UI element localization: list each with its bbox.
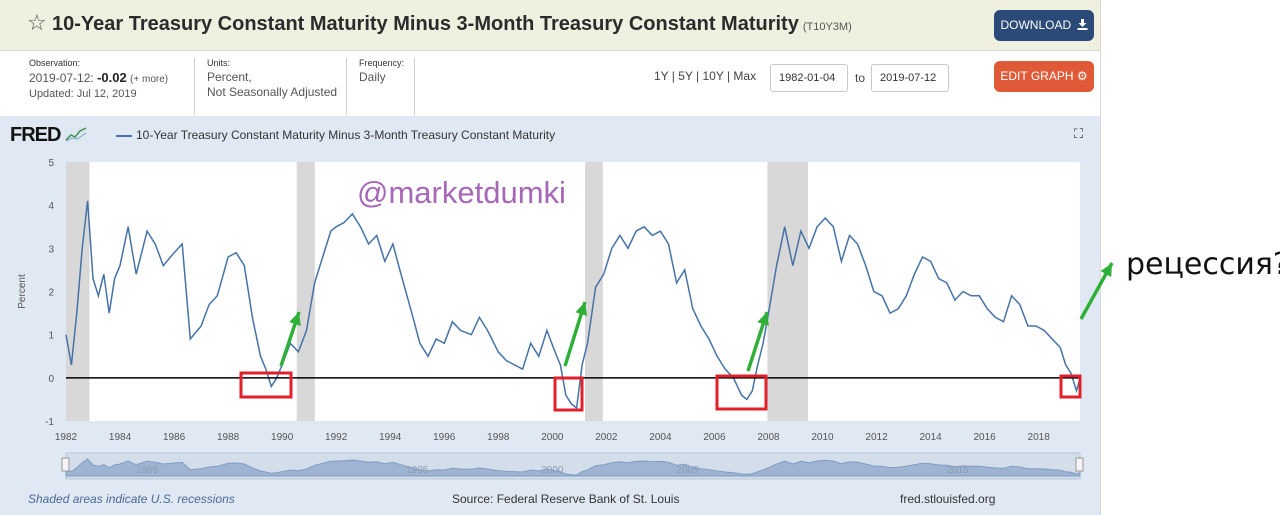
line-chart: -1 0 1 2 3 4 5 1982 1984 1986 1988 1990 1992 1994 1996… — [17, 158, 1084, 480]
fred-logo-text: FRED — [10, 124, 61, 146]
frequency-label: Frequency: — [359, 58, 405, 68]
meta-divider — [414, 58, 415, 115]
inversion-highlight-box — [1059, 374, 1082, 399]
frequency-block: Frequency: Daily — [359, 58, 404, 85]
x-tick-label: 1992 — [325, 432, 348, 443]
start-date-input[interactable] — [770, 64, 848, 92]
units-block: Units: Percent, Not Seasonally Adjusted — [207, 58, 337, 100]
y-tick-label: 5 — [48, 158, 54, 169]
observation-value: -0.02 — [97, 70, 127, 85]
watermark-text: @marketdumki — [357, 175, 566, 210]
navigator-handle-right[interactable] — [1075, 457, 1084, 472]
y-tick-label: 3 — [48, 244, 54, 255]
annotation-arrow-line-head — [1100, 263, 1112, 277]
y-axis-label: Percent — [17, 274, 28, 309]
source-note: Source: Federal Reserve Bank of St. Loui… — [452, 492, 680, 506]
observation-label: Observation: — [29, 58, 81, 68]
series-line — [65, 200, 1081, 410]
to-label: to — [855, 71, 866, 85]
recession-band — [767, 162, 808, 421]
end-date-input[interactable] — [871, 64, 949, 92]
fred-logo-chart-icon — [65, 126, 88, 142]
x-tick-label: 2012 — [865, 432, 888, 443]
x-tick-label: 1988 — [217, 432, 240, 443]
edit-graph-label: EDIT GRAPH — [1000, 69, 1074, 83]
recovery-arrow-head — [289, 312, 301, 326]
recovery-arrow-head — [575, 302, 588, 316]
observation-more-link[interactable]: (+ more) — [130, 74, 169, 85]
observation-date: 2019-07-12: — [29, 71, 94, 85]
navigator-label: 2015 — [946, 465, 969, 476]
inversion-highlight-box — [553, 376, 584, 412]
recessions-note[interactable]: Shaded areas indicate U.S. recessions — [28, 492, 235, 506]
navigator-handle-left[interactable] — [61, 457, 70, 472]
y-tick-label: 0 — [48, 374, 54, 385]
x-tick-label: 2016 — [974, 432, 997, 443]
x-tick-label: 1986 — [163, 432, 186, 443]
x-tick-label: 2006 — [703, 432, 726, 443]
x-tick-label: 1990 — [271, 432, 294, 443]
x-tick-label: 1996 — [433, 432, 456, 443]
y-tick-label: 1 — [48, 331, 54, 342]
fred-panel: ☆ 10-Year Treasury Constant Maturity Min… — [0, 0, 1101, 515]
download-button[interactable]: DOWNLOAD — [994, 10, 1094, 41]
series-title-text: 10-Year Treasury Constant Maturity Minus… — [52, 13, 799, 35]
y-tick-label: 4 — [48, 201, 54, 212]
navigator-label: 2000 — [541, 465, 564, 476]
frequency-value: Daily — [359, 70, 386, 84]
legend-label: 10-Year Treasury Constant Maturity Minus… — [136, 128, 556, 142]
star-icon[interactable]: ☆ — [27, 11, 47, 36]
meta-divider — [194, 58, 195, 115]
updated-date: Updated: Jul 12, 2019 — [29, 88, 137, 100]
navigator-label: 1995 — [406, 465, 429, 476]
download-icon — [1077, 19, 1087, 30]
recession-question-annotation: рецессия? — [1126, 247, 1280, 282]
recession-band — [585, 162, 603, 421]
title-bar: ☆ 10-Year Treasury Constant Maturity Min… — [0, 0, 1100, 51]
navigator-label: 2005 — [676, 465, 699, 476]
recession-band — [66, 162, 90, 421]
y-tick-label: 2 — [48, 288, 54, 299]
series-id: (T10Y3M) — [802, 21, 852, 33]
x-tick-label: 2000 — [541, 432, 564, 443]
download-label: DOWNLOAD — [1000, 18, 1072, 32]
page-title: 10-Year Treasury Constant Maturity Minus… — [52, 13, 852, 36]
x-tick-label: 1982 — [55, 432, 78, 443]
chart-legend: 10-Year Treasury Constant Maturity Minus… — [116, 128, 555, 142]
x-tick-label: 1998 — [487, 432, 510, 443]
y-tick-label: -1 — [45, 417, 54, 428]
x-tick-label: 2004 — [649, 432, 672, 443]
gear-icon: ⚙ — [1076, 69, 1088, 83]
fullscreen-icon[interactable]: ⛶ — [1074, 126, 1084, 141]
x-tick-label: 2008 — [757, 432, 780, 443]
x-tick-label: 1994 — [379, 432, 402, 443]
fred-logo: FRED — [10, 124, 88, 147]
observation-line: 2019-07-12: -0.02 (+ more) — [29, 70, 168, 87]
navigator-label: 1985 — [136, 465, 159, 476]
x-tick-label: 2010 — [811, 432, 834, 443]
x-tick-label: 2018 — [1028, 432, 1051, 443]
observation-block: Observation: 2019-07-12: -0.02 (+ more) … — [29, 58, 168, 102]
recession-band — [296, 162, 315, 421]
source-url[interactable]: fred.stlouisfed.org — [900, 492, 996, 506]
legend-swatch — [116, 134, 132, 137]
units-label: Units: — [207, 58, 231, 68]
meta-divider — [346, 58, 347, 115]
navigator-series-area — [65, 458, 1081, 477]
x-tick-label: 2002 — [595, 432, 618, 443]
inversion-highlight-box — [715, 374, 768, 411]
range-links[interactable]: 1Y | 5Y | 10Y | Max — [654, 69, 757, 83]
x-tick-label: 1984 — [109, 432, 132, 443]
edit-graph-button[interactable]: EDIT GRAPH ⚙ — [994, 61, 1094, 92]
units-value-2: Not Seasonally Adjusted — [207, 85, 338, 99]
inversion-highlight-box — [239, 371, 293, 399]
recovery-arrow-head — [757, 312, 769, 326]
x-tick-label: 2014 — [919, 432, 942, 443]
units-value-1: Percent, — [207, 70, 252, 84]
